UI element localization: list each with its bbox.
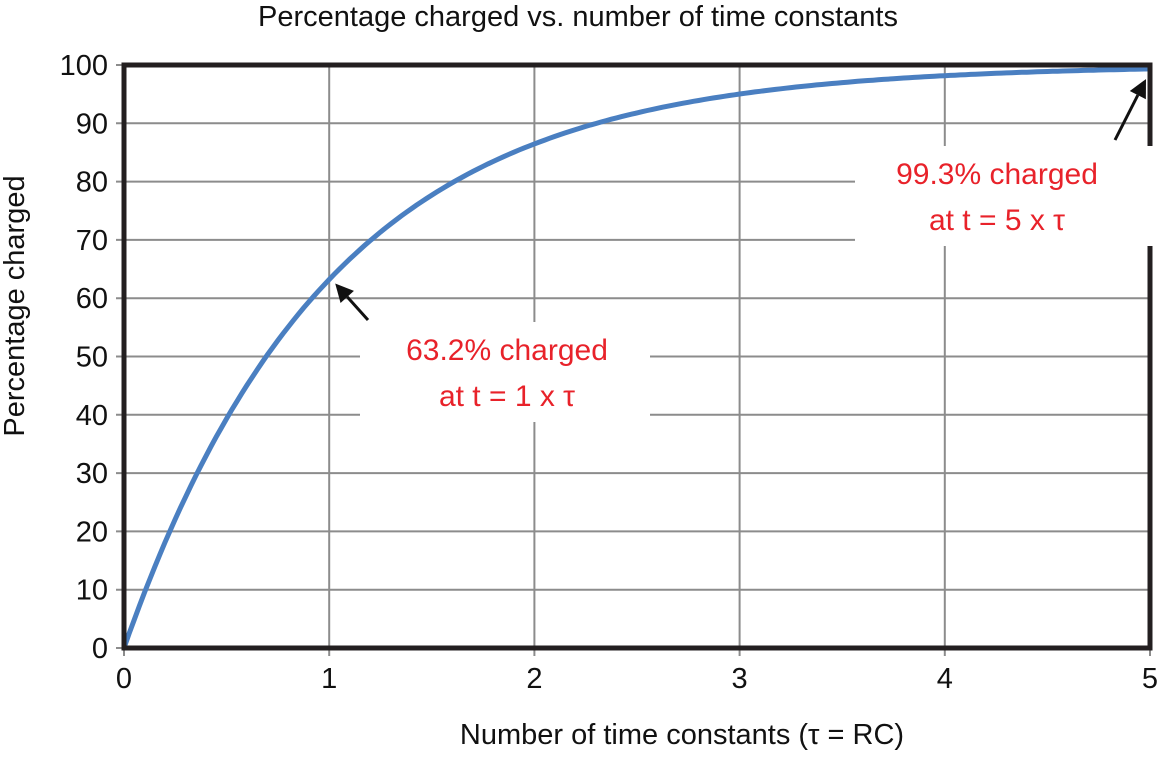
x-tick-label: 5 [1142,663,1158,695]
y-tick-label: 50 [76,342,108,374]
x-tick-label: 1 [321,663,337,695]
x-tick-label: 3 [732,663,748,695]
y-tick-label: 60 [76,283,108,315]
annotation-arrow-line [346,295,370,322]
x-tick-label: 0 [116,663,132,695]
annotation-line2: at t = 5 x τ [929,204,1065,237]
annotation-line1: 63.2% charged [406,334,608,367]
y-tick-label: 90 [76,108,108,140]
y-tick-label: 40 [76,400,108,432]
annotation-line1: 99.3% charged [896,158,1098,191]
arrow-head-icon [1129,79,1146,100]
x-tick-label: 2 [526,663,542,695]
annotation-box [855,146,1155,246]
y-tick-label: 100 [60,50,108,82]
annotations: 63.2% charged at t = 1 x τ 99.3% charged at… [335,79,1155,422]
series-line [121,66,1151,649]
annotation-line2: at t = 1 x τ [439,380,575,413]
x-axis-label: Number of time constants (τ = RC) [460,719,904,751]
x-tick-label: 4 [937,663,953,695]
series [121,66,1151,649]
arrow-head-icon [335,283,354,303]
y-tick-label: 0 [92,633,108,665]
chart-title: Percentage charged vs. number of time co… [258,1,898,33]
y-tick-label: 30 [76,458,108,490]
y-tick-label: 80 [76,167,108,199]
plot-frame [121,62,1153,651]
y-tick-label: 70 [76,225,108,257]
y-tick-label: 20 [76,516,108,548]
y-axis-label: Percentage charged [0,175,31,436]
y-tick-label: 10 [76,575,108,607]
annotation-arrow-line [1113,94,1140,141]
annotation-box [360,322,650,422]
